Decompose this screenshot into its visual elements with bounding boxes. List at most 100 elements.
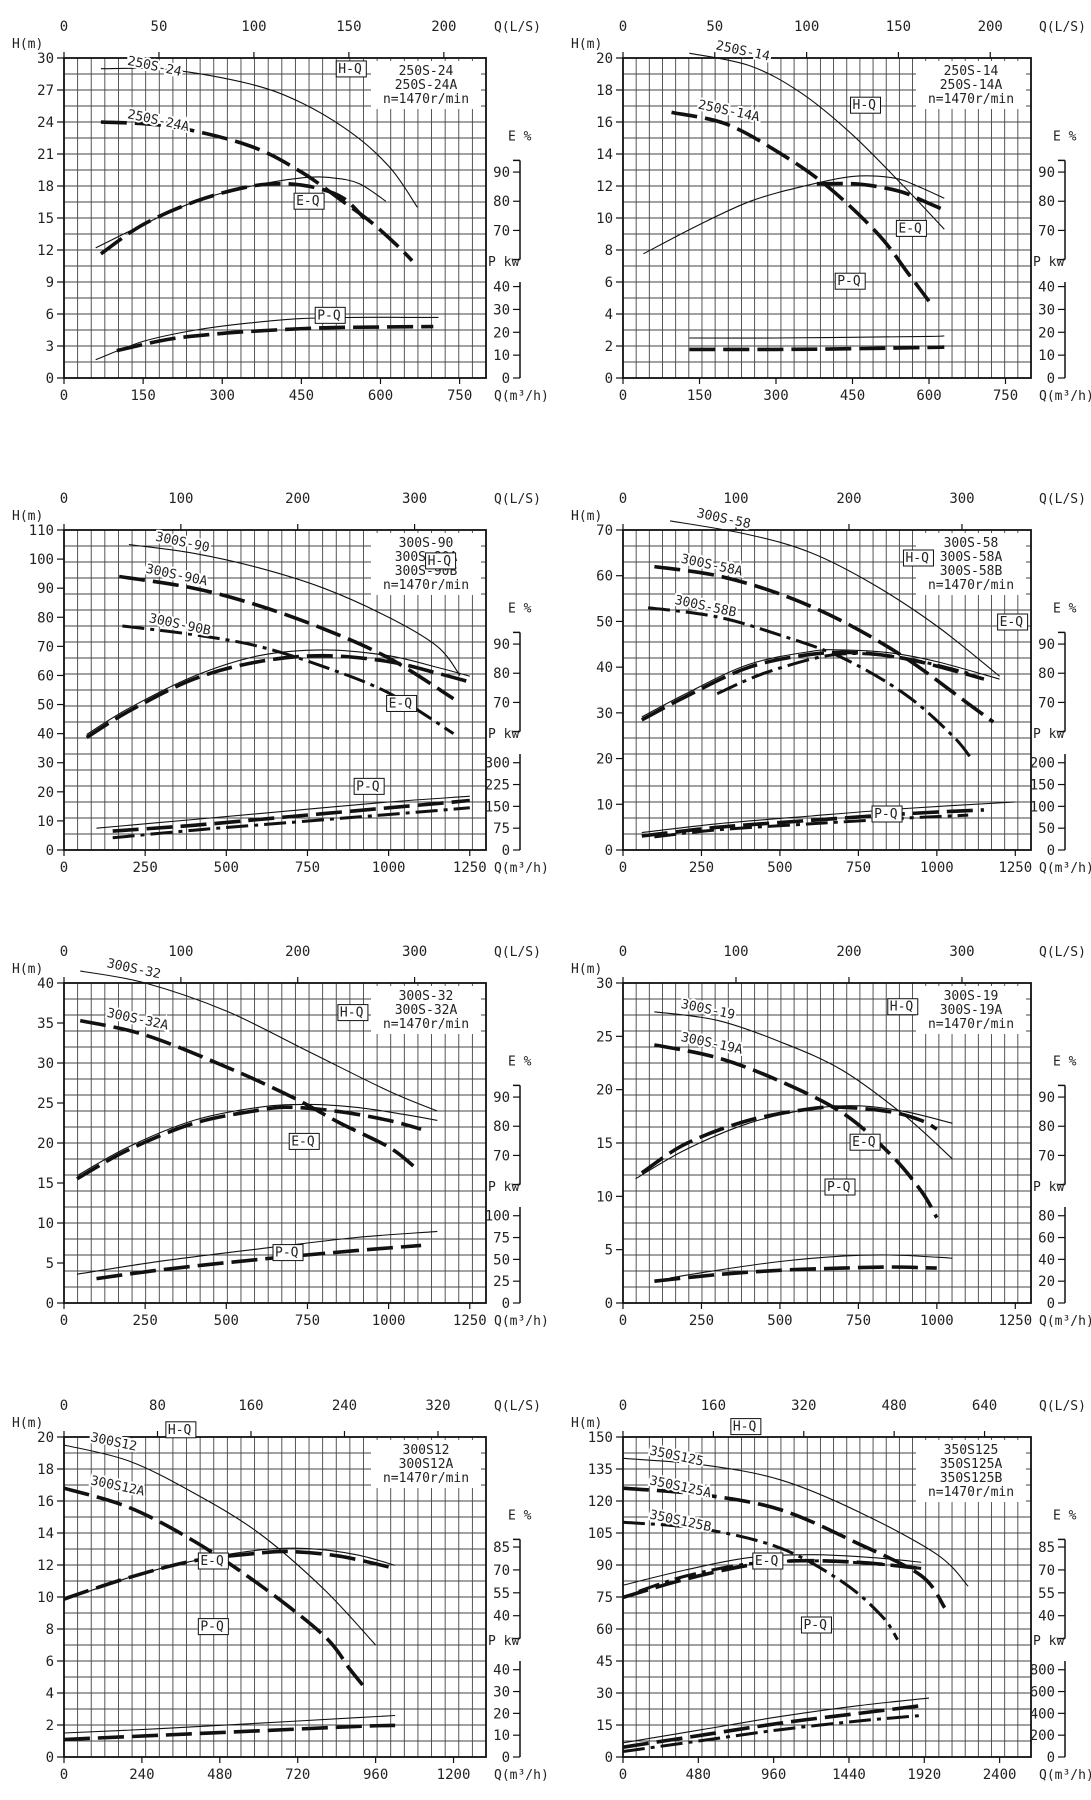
h-tick-label: 0 [605,843,613,859]
e-tick-label: 90 [1038,1090,1055,1106]
model-label: 250S-14 [944,64,999,79]
x-tick-label: 250 [689,1313,714,1329]
e-axis-label: E % [508,1054,532,1069]
plot-frame [63,529,487,851]
h-q-curve [100,67,418,208]
callout-box [337,1004,369,1022]
x-tick-label: 1000 [920,1313,954,1329]
grid [64,530,486,850]
h-tick-label: 18 [596,83,613,99]
curve-name-label: 300S-58 [695,506,752,532]
h-tick-label: 12 [37,1558,54,1574]
top-tick-label: 100 [168,491,193,507]
p-q-curve [641,808,984,838]
h-tick-label: 14 [596,147,613,163]
x-tick-label: 480 [207,1767,232,1783]
e-q-curve [85,653,471,739]
h-tick-label: 9 [46,275,54,291]
p-tick-label: 0 [1047,843,1055,859]
x-tick-label: 1920 [907,1767,941,1783]
e-tick-label: 40 [493,1609,510,1625]
h-tick-label: 10 [596,797,613,813]
top-tick-label: 0 [60,491,68,507]
x-tick-label: 750 [846,1313,871,1329]
e-axis-label: E % [1053,1054,1077,1069]
top-tick-label: 50 [151,19,168,35]
e-q-curve [76,1103,438,1177]
e-axis-label: E % [1053,129,1077,144]
curve-name-label: 250S-24A [126,107,191,135]
curve-callout: E-Q [1000,615,1024,630]
p-tick-label: 75 [493,1231,510,1247]
curve-callout: H-Q [338,62,362,77]
top-tick-label: 200 [836,944,861,960]
h-q-curve [647,606,973,760]
p-axis-label: P kw [1033,1180,1064,1195]
p-tick-label: 20 [1038,325,1055,341]
e-tick-label: 70 [493,1563,510,1579]
model-label: 300S12A [399,1457,454,1472]
x-axis-label: Q(m³/h) [1039,861,1091,876]
p-tick-label: 40 [493,280,510,296]
h-tick-label: 150 [588,1430,613,1446]
h-q-curve [654,564,995,724]
x-tick-label: 0 [619,388,627,404]
curve-name-label: 350S125A [648,1473,713,1501]
x-tick-label: 1250 [998,860,1032,876]
h-tick-label: 6 [605,275,613,291]
x-tick-label: 960 [363,1767,388,1783]
p-tick-label: 30 [1038,302,1055,318]
x-tick-label: 1000 [372,1313,406,1329]
curves [622,1457,969,1753]
e-tick-label: 70 [1038,695,1055,711]
top-tick-label: 300 [949,944,974,960]
x-tick-label: 150 [687,388,712,404]
h-axis-label: H(m) [571,509,602,524]
h-tick-label: 4 [605,307,613,323]
p-axis-label: P kw [488,727,519,742]
h-tick-label: 12 [37,243,54,259]
x-tick-label: 0 [619,860,627,876]
h-q-curve [622,1520,899,1641]
h-tick-label: 100 [29,552,54,568]
plot-frame [622,529,1032,851]
x-tick-label: 1250 [998,1313,1032,1329]
top-tick-label: 200 [285,944,310,960]
h-tick-label: 0 [46,1750,54,1766]
model-label: 300S-19 [944,989,999,1004]
curve-callout: E-Q [200,1554,224,1569]
speed-label: n=1470r/min [383,1017,469,1032]
p-q-curve [622,1697,930,1744]
curve-name-label: 300S-32A [105,1006,170,1034]
grid [64,983,486,1303]
p-tick-label: 30 [493,1685,510,1701]
x-tick-label: 500 [214,1313,239,1329]
h-tick-label: 105 [588,1526,613,1542]
top-tick-label: 320 [791,1398,816,1414]
top-axis-label: Q(L/S) [494,1399,541,1414]
e-q-curve [640,650,985,722]
h-tick-label: 30 [37,51,54,67]
curve-callout: P-Q [837,274,861,289]
callout-box [895,219,927,237]
callout-box [425,552,457,570]
top-tick-label: 0 [619,491,627,507]
h-tick-label: 16 [37,1494,54,1510]
h-tick-label: 0 [605,1750,613,1766]
model-label: 300S-58B [940,564,1003,579]
x-tick-label: 300 [763,388,788,404]
e-q-curve [641,649,1000,718]
p-tick-label: 20 [493,1706,510,1722]
p-axis-label: P kw [488,1180,519,1195]
p-q-curve [689,335,945,339]
e-tick-label: 80 [493,666,510,682]
e-tick-label: 70 [1038,223,1055,239]
h-tick-label: 20 [37,1430,54,1446]
h-q-curve [671,110,931,303]
e-q-curve [63,1549,396,1601]
e-q-curve [76,1105,422,1181]
top-tick-label: 640 [972,1398,997,1414]
